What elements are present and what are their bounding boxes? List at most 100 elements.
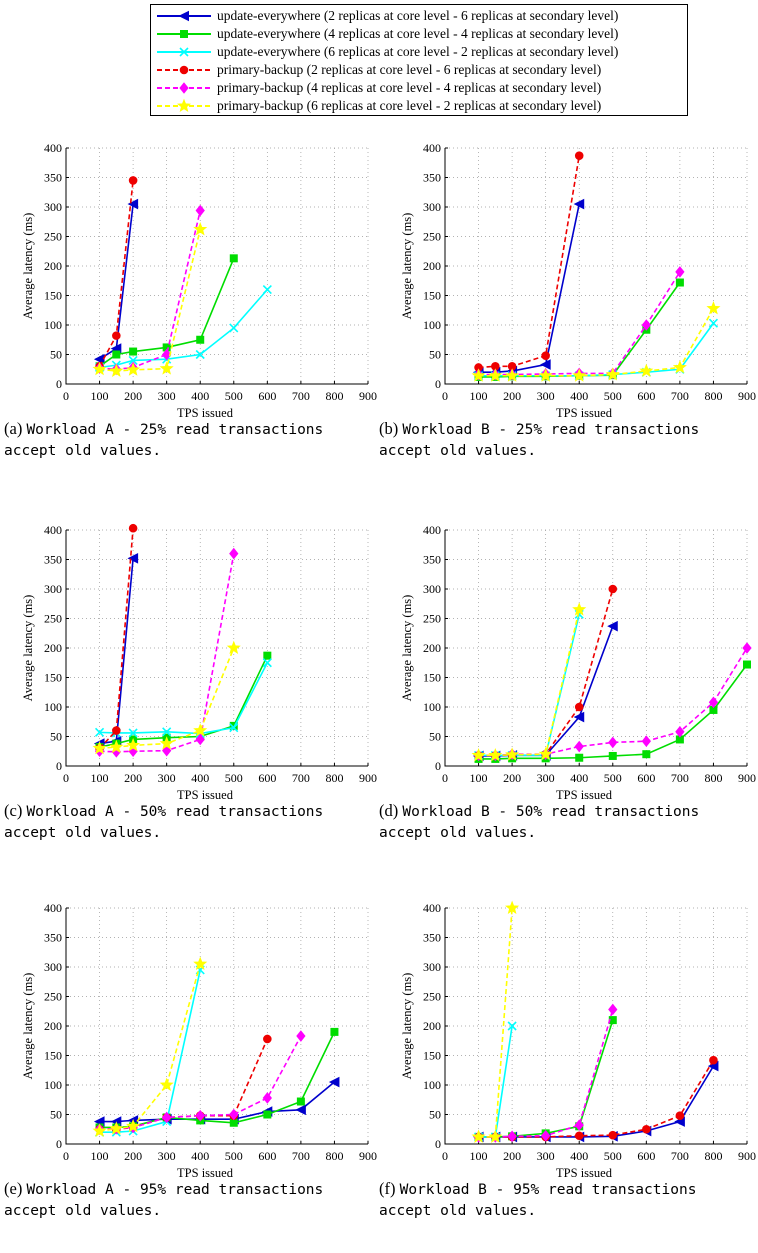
figure-caption: (b) Workload B - 25% read transactions ac…	[379, 419, 757, 461]
data-point-pb6	[672, 360, 687, 374]
data-point-pb4	[675, 725, 685, 738]
chart-svg-d: 0 100 200 300 400 500 600 700 800 900 0 50 100 150 200…	[400, 523, 756, 802]
caption-text-line2: accept old values.	[379, 1203, 537, 1219]
x-tick-label: 800	[704, 771, 722, 785]
y-tick-label: 0	[56, 759, 62, 773]
y-tick-label: 200	[423, 259, 441, 273]
data-point-pb6	[572, 602, 587, 616]
x-tick-label: 700	[292, 1149, 310, 1163]
x-tick-label: 500	[225, 1149, 243, 1163]
legend-marker-ue2	[178, 10, 189, 22]
chart-svg-f: 0 100 200 300 400 500 600 700 800 900 0 50 100 150 200…	[400, 900, 756, 1180]
chart-svg-c: 0 100 200 300 400 500 600 700 800 900 0 50 100 150 200…	[21, 523, 377, 802]
data-point-ue4	[642, 750, 651, 759]
x-tick-label: 200	[503, 771, 521, 785]
data-point-pb6	[193, 956, 208, 971]
x-tick-label: 400	[191, 389, 209, 403]
y-tick-label: 400	[423, 523, 441, 537]
legend-marker-ue4	[180, 30, 188, 38]
chart-svg-e: 0 100 200 300 400 500 600 700 800 900 0 50 100 150 200…	[21, 901, 377, 1180]
legend-swatch-ue6	[157, 47, 211, 57]
x-tick-label: 600	[637, 389, 655, 403]
y-tick-label: 150	[423, 1049, 441, 1063]
data-point-pb4	[641, 735, 651, 748]
y-tick-label: 350	[423, 553, 441, 567]
y-tick-label: 200	[44, 641, 62, 655]
series-line-pb4	[99, 553, 235, 753]
x-tick-label: 500	[225, 389, 243, 403]
y-tick-label: 100	[44, 700, 62, 714]
series-line-ue2	[478, 1065, 715, 1138]
y-tick-label: 250	[44, 612, 62, 626]
y-tick-label: 50	[50, 348, 62, 362]
legend-swatch-pb6	[157, 98, 211, 112]
chart-panel-a: 0 100 200 300 400 500 600 700 800 900 0 50 100 150 200…	[0, 128, 379, 493]
legend-label: update-everywhere (4 replicas at core le…	[217, 26, 619, 41]
legend-entry-pb6: primary-backup (6 replicas at core level…	[151, 97, 687, 115]
legend-marker-ue6	[179, 47, 189, 57]
data-point-ue6	[94, 727, 105, 737]
data-point-ue2	[127, 553, 139, 564]
x-tick-label: 800	[325, 389, 343, 403]
data-point-ue6	[507, 1021, 517, 1031]
y-tick-label: 300	[44, 200, 62, 214]
x-tick-label: 500	[604, 771, 622, 785]
y-axis-label: Average latency (ms)	[400, 973, 414, 1080]
data-point-pb6	[92, 740, 107, 755]
caption-text: Workload A - 95% read transactions	[26, 1182, 324, 1198]
series-line-pb6	[99, 647, 235, 750]
data-point-pb6	[538, 746, 553, 761]
legend-label: primary-backup (6 replicas at core level…	[217, 98, 602, 113]
y-tick-label: 300	[423, 960, 441, 974]
x-tick-label: 0	[442, 389, 448, 403]
x-tick-label: 800	[704, 1149, 722, 1163]
caption-letter: (a)	[4, 419, 23, 438]
y-axis-label: Average latency (ms)	[400, 595, 414, 702]
chart-panel-b: 0 100 200 300 400 500 600 700 800 900 0 50 100 150 200…	[379, 128, 758, 493]
data-point-pb6	[226, 640, 241, 654]
data-point-pb6	[505, 747, 520, 761]
caption-text: Workload A - 50% read transactions	[26, 804, 324, 820]
y-tick-label: 300	[44, 960, 62, 974]
x-tick-label: 600	[258, 1149, 276, 1163]
data-point-pb6	[505, 900, 520, 914]
y-tick-label: 0	[56, 377, 62, 391]
data-point-pb6	[488, 748, 503, 762]
y-axis-label: Average latency (ms)	[21, 973, 35, 1080]
data-point-ue6	[229, 723, 239, 733]
chart-panel-d: 0 100 200 300 400 500 600 700 800 900 0 50 100 150 200…	[379, 510, 758, 875]
data-point-ue4	[263, 1110, 272, 1119]
data-point-pb4	[742, 642, 752, 654]
caption-text: Workload A - 25% read transactions	[26, 422, 324, 438]
figure-caption: (d) Workload B - 50% read transactions ac…	[379, 801, 757, 843]
data-point-pb6	[706, 301, 721, 315]
caption-text: Workload B - 25% read transactions	[402, 422, 700, 438]
legend-label: primary-backup (4 replicas at core level…	[217, 80, 602, 95]
x-tick-label: 300	[537, 389, 555, 403]
legend-marker-pb2	[179, 65, 189, 75]
data-point-ue6	[128, 728, 138, 738]
y-tick-label: 100	[423, 700, 441, 714]
data-point-pb2	[112, 726, 121, 735]
series-line-pb4	[478, 1009, 614, 1138]
data-point-pb4	[608, 1003, 618, 1016]
data-point-ue6	[195, 349, 205, 360]
x-tick-label: 900	[738, 389, 756, 403]
data-point-pb2	[675, 1111, 685, 1120]
data-point-pb6	[471, 748, 486, 762]
data-point-pb4	[162, 1111, 172, 1124]
caption-text: Workload B - 50% read transactions	[402, 804, 700, 820]
y-tick-label: 50	[50, 730, 62, 744]
x-tick-label: 0	[63, 389, 69, 403]
y-axis-label: Average latency (ms)	[21, 595, 35, 702]
data-point-ue4	[608, 751, 617, 760]
data-point-pb4	[675, 266, 685, 278]
data-point-pb6	[109, 1121, 124, 1135]
series-line-ue4	[99, 1031, 336, 1129]
data-point-ue2	[607, 620, 618, 632]
y-tick-label: 250	[423, 230, 441, 244]
x-tick-label: 700	[671, 389, 689, 403]
y-axis-label: Average latency (ms)	[400, 213, 414, 320]
figure-caption: (e) Workload A - 95% read transactions ac…	[4, 1179, 382, 1221]
data-point-pb6	[471, 1129, 486, 1143]
